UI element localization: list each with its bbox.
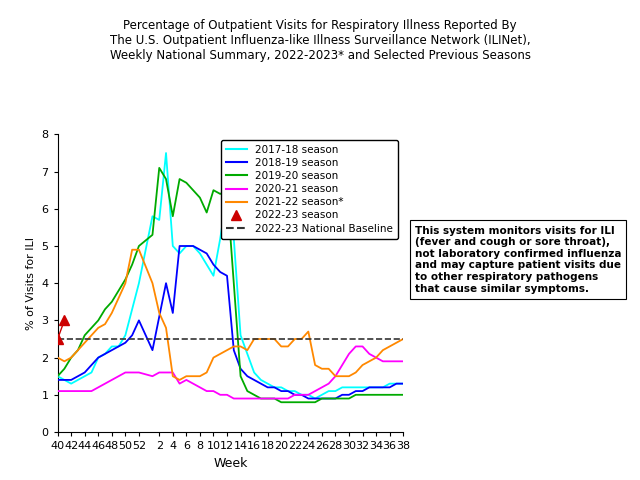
- Text: Percentage of Outpatient Visits for Respiratory Illness Reported By
The U.S. Out: Percentage of Outpatient Visits for Resp…: [109, 19, 531, 62]
- Legend: 2017-18 season, 2018-19 season, 2019-20 season, 2020-21 season, 2021-22 season*,: 2017-18 season, 2018-19 season, 2019-20 …: [221, 140, 398, 239]
- Y-axis label: % of Visits for ILI: % of Visits for ILI: [26, 237, 36, 330]
- Text: This system monitors visits for ILI
(fever and cough or sore throat),
not labora: This system monitors visits for ILI (fev…: [415, 226, 621, 294]
- X-axis label: Week: Week: [213, 456, 248, 469]
